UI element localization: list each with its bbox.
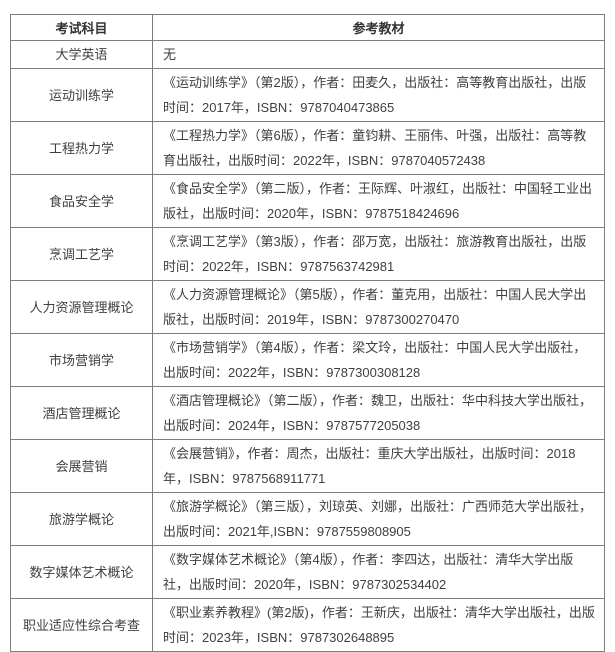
material-cell: 《酒店管理概论》（第二版），作者：魏卫，出版社：华中科技大学出版社，出版时间：2… [152, 386, 605, 440]
material-cell: 《会展营销》，作者：周杰，出版社：重庆大学出版社，出版时间：2018年，ISBN… [152, 439, 605, 493]
subject-cell: 旅游学概论 [10, 492, 153, 546]
header-row: 考试科目 参考教材 [10, 14, 605, 41]
table-row: 数字媒体艺术概论 《数字媒体艺术概论》（第4版），作者：李四达，出版社：清华大学… [10, 545, 605, 599]
subject-cell: 烹调工艺学 [10, 227, 153, 281]
material-cell: 《市场营销学》（第4版），作者：梁文玲，出版社：中国人民大学出版社，出版时间：2… [152, 333, 605, 387]
subject-cell: 酒店管理概论 [10, 386, 153, 440]
material-cell: 《人力资源管理概论》（第5版），作者：董克用，出版社：中国人民大学出版社，出版时… [152, 280, 605, 334]
material-cell: 《旅游学概论》（第三版），刘琼英、刘娜，出版社：广西师范大学出版社，出版时间：2… [152, 492, 605, 546]
subject-cell: 数字媒体艺术概论 [10, 545, 153, 599]
column-header-subject: 考试科目 [10, 14, 153, 41]
material-cell: 无 [152, 40, 605, 69]
table-row: 市场营销学 《市场营销学》（第4版），作者：梁文玲，出版社：中国人民大学出版社，… [10, 333, 605, 387]
subject-cell: 大学英语 [10, 40, 153, 69]
subject-cell: 工程热力学 [10, 121, 153, 175]
material-cell: 《运动训练学》（第2版），作者：田麦久，出版社：高等教育出版社，出版时间：201… [152, 68, 605, 122]
exam-reference-materials-table: 考试科目 参考教材 大学英语 无 运动训练学 《运动训练学》（第2版），作者：田… [10, 14, 605, 652]
column-header-material: 参考教材 [152, 14, 605, 41]
table-row: 运动训练学 《运动训练学》（第2版），作者：田麦久，出版社：高等教育出版社，出版… [10, 68, 605, 122]
material-cell: 《数字媒体艺术概论》（第4版），作者：李四达，出版社：清华大学出版社，出版时间：… [152, 545, 605, 599]
table-row: 职业适应性综合考查 《职业素养教程》(第2版)，作者：王新庆，出版社：清华大学出… [10, 598, 605, 652]
table-row: 工程热力学 《工程热力学》（第6版），作者：童钧耕、王丽伟、叶强，出版社：高等教… [10, 121, 605, 175]
table-row: 旅游学概论 《旅游学概论》（第三版），刘琼英、刘娜，出版社：广西师范大学出版社，… [10, 492, 605, 546]
subject-cell: 食品安全学 [10, 174, 153, 228]
subject-cell: 人力资源管理概论 [10, 280, 153, 334]
subject-cell: 运动训练学 [10, 68, 153, 122]
subject-cell: 市场营销学 [10, 333, 153, 387]
material-cell: 《工程热力学》（第6版），作者：童钧耕、王丽伟、叶强，出版社：高等教育出版社，出… [152, 121, 605, 175]
material-cell: 《烹调工艺学》（第3版），作者：邵万宽，出版社：旅游教育出版社，出版时间：202… [152, 227, 605, 281]
table-row: 食品安全学 《食品安全学》（第二版），作者：王际辉、叶淑红，出版社：中国轻工业出… [10, 174, 605, 228]
table-row: 烹调工艺学 《烹调工艺学》（第3版），作者：邵万宽，出版社：旅游教育出版社，出版… [10, 227, 605, 281]
subject-cell: 职业适应性综合考查 [10, 598, 153, 652]
table-row: 人力资源管理概论 《人力资源管理概论》（第5版），作者：董克用，出版社：中国人民… [10, 280, 605, 334]
table-row: 会展营销 《会展营销》，作者：周杰，出版社：重庆大学出版社，出版时间：2018年… [10, 439, 605, 493]
reference-materials-table-container: 考试科目 参考教材 大学英语 无 运动训练学 《运动训练学》（第2版），作者：田… [10, 14, 605, 652]
material-cell: 《食品安全学》（第二版），作者：王际辉、叶淑红，出版社：中国轻工业出版社，出版时… [152, 174, 605, 228]
table-row: 酒店管理概论 《酒店管理概论》（第二版），作者：魏卫，出版社：华中科技大学出版社… [10, 386, 605, 440]
table-row: 大学英语 无 [10, 40, 605, 69]
material-cell: 《职业素养教程》(第2版)，作者：王新庆，出版社：清华大学出版社，出版时间：20… [152, 598, 605, 652]
subject-cell: 会展营销 [10, 439, 153, 493]
